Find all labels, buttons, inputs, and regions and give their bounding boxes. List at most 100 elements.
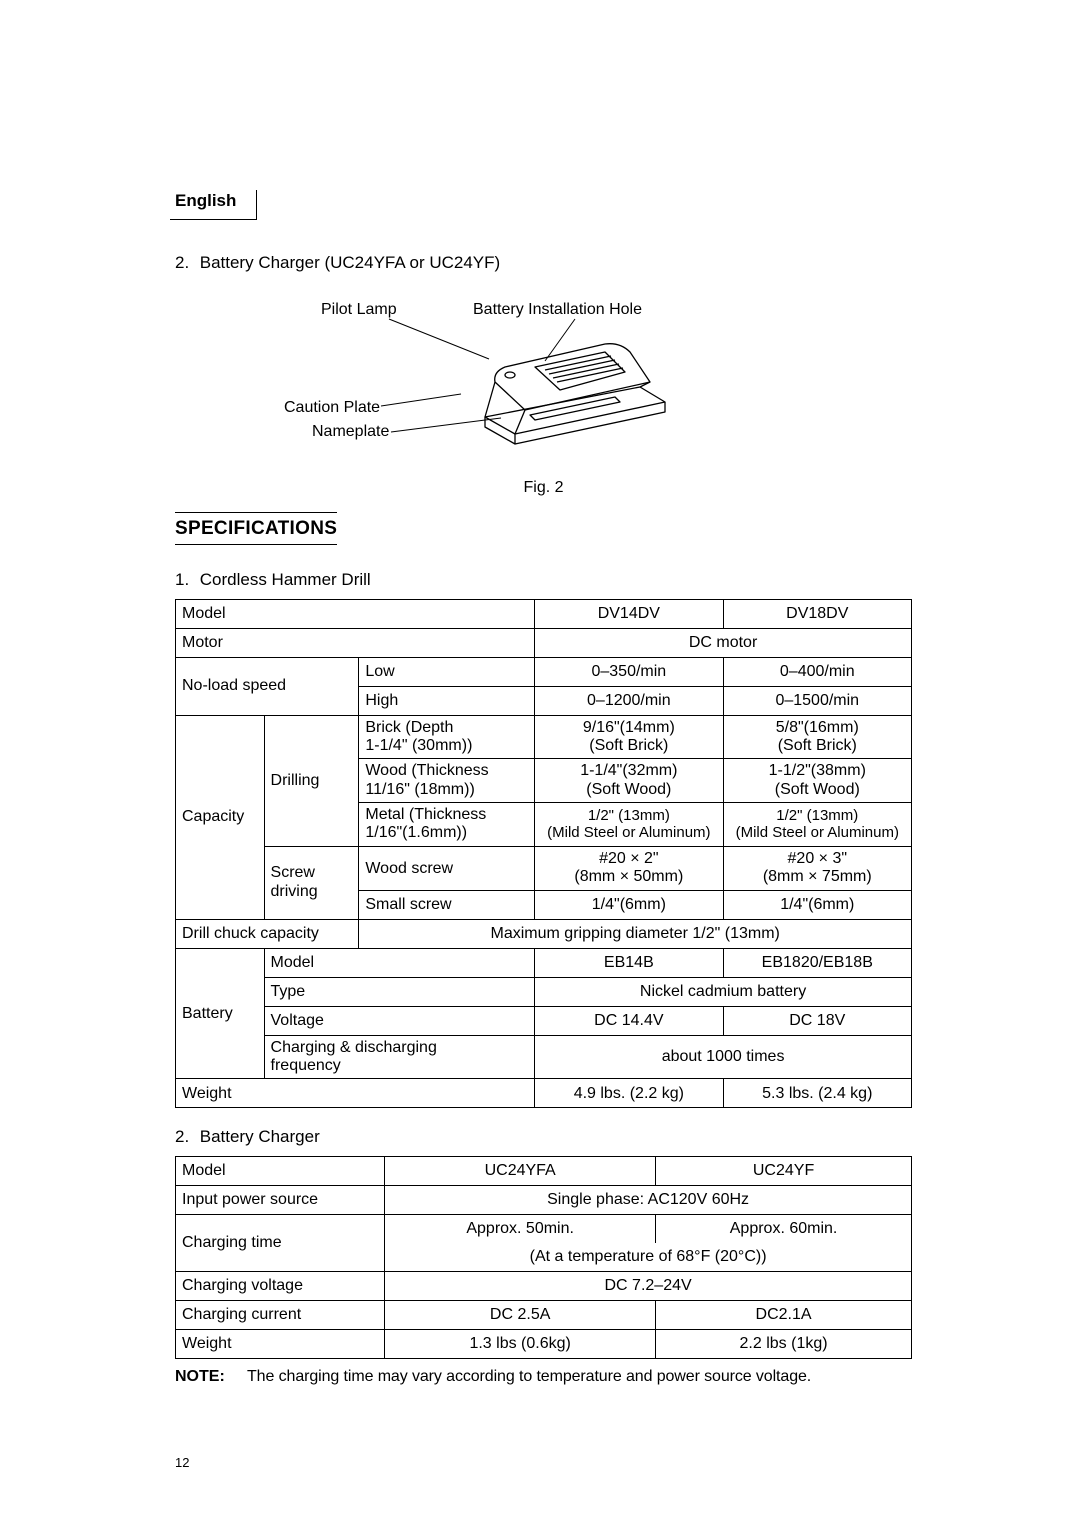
t: 1-1/4" (30mm))	[365, 737, 472, 754]
section-heading-rule: SPECIFICATIONS	[175, 512, 337, 546]
table-row: Voltage DC 14.4V DC 18V	[176, 1006, 912, 1035]
cell-model-label: Model	[176, 599, 535, 628]
t: frequency	[271, 1057, 341, 1074]
cell: #20 × 3"(8mm × 75mm)	[723, 846, 911, 890]
table-row: Weight 1.3 lbs (0.6kg) 2.2 lbs (1kg)	[176, 1329, 912, 1358]
cell: Battery	[176, 948, 265, 1079]
cell: DC2.1A	[656, 1300, 912, 1329]
cell: DV18DV	[723, 599, 911, 628]
cell: EB14B	[535, 948, 723, 977]
cell: Screw driving	[264, 846, 359, 919]
cell: Capacity	[176, 715, 265, 919]
t: (Soft Brick)	[778, 737, 857, 754]
charger-drawing	[465, 322, 685, 452]
cell: Brick (Depth1-1/4" (30mm))	[359, 715, 535, 759]
list-number: 2.	[175, 252, 195, 273]
figure-caption: Fig. 2	[175, 478, 912, 498]
cell: Motor	[176, 628, 535, 657]
cell: DV14DV	[535, 599, 723, 628]
cell: #20 × 2"(8mm × 50mm)	[535, 846, 723, 890]
cell: 0–400/min	[723, 657, 911, 686]
table-row: Input power source Single phase: AC120V …	[176, 1185, 912, 1214]
cell: Approx. 50min.	[385, 1214, 656, 1243]
drill-spec-table: Model DV14DV DV18DV Motor DC motor No-lo…	[175, 599, 912, 1109]
caution-plate-label: Caution Plate	[284, 398, 380, 418]
cell: Wood (Thickness 11/16" (18mm))	[359, 759, 535, 803]
table-row: Model UC24YFA UC24YF	[176, 1156, 912, 1185]
t: (Mild Steel or Aluminum)	[547, 824, 710, 841]
cell: Charging & dischargingfrequency	[264, 1035, 535, 1079]
language-label: English	[170, 191, 236, 210]
table-row: Charging & dischargingfrequency about 10…	[176, 1035, 912, 1079]
cell: UC24YF	[656, 1156, 912, 1185]
cell: 0–1200/min	[535, 686, 723, 715]
cell: UC24YFA	[385, 1156, 656, 1185]
cell: Maximum gripping diameter 1/2" (13mm)	[359, 919, 912, 948]
t: #20 × 3"	[788, 850, 848, 867]
cell: 4.9 lbs. (2.2 kg)	[535, 1079, 723, 1108]
note-label: NOTE:	[175, 1367, 247, 1387]
cell: 1/2" (13mm)(Mild Steel or Aluminum)	[535, 803, 723, 847]
t: 5/8"(16mm)	[776, 719, 859, 736]
t: Wood (Thickness	[365, 762, 488, 779]
list-text: Battery Charger (UC24YFA or UC24YF)	[200, 253, 500, 272]
cell: Charging voltage	[176, 1271, 385, 1300]
cell: Model	[264, 948, 535, 977]
section-heading: SPECIFICATIONS	[175, 518, 337, 539]
cell: Approx. 60min.	[656, 1214, 912, 1243]
cell: Voltage	[264, 1006, 535, 1035]
t: (8mm × 50mm)	[574, 868, 683, 885]
cell: 1-1/4"(32mm)(Soft Wood)	[535, 759, 723, 803]
cell: Low	[359, 657, 535, 686]
leader-line	[389, 319, 390, 320]
cell: 2.2 lbs (1kg)	[656, 1329, 912, 1358]
page: English 2. Battery Charger (UC24YFA or U…	[0, 0, 1080, 1528]
cell: 5.3 lbs. (2.4 kg)	[723, 1079, 911, 1108]
t: (Mild Steel or Aluminum)	[736, 824, 899, 841]
table-row: Capacity Drilling Brick (Depth1-1/4" (30…	[176, 715, 912, 759]
table-row: Type Nickel cadmium battery	[176, 977, 912, 1006]
cell: Drilling	[264, 715, 359, 846]
cell: 1.3 lbs (0.6kg)	[385, 1329, 656, 1358]
cell: about 1000 times	[535, 1035, 912, 1079]
charger-spec-table: Model UC24YFA UC24YF Input power source …	[175, 1156, 912, 1359]
cell: No-load speed	[176, 657, 359, 715]
charger-spec-heading: 2. Battery Charger	[175, 1126, 912, 1147]
t: (Soft Brick)	[589, 737, 668, 754]
table-row: Charging voltage DC 7.2–24V	[176, 1271, 912, 1300]
cell: Drill chuck capacity	[176, 919, 359, 948]
table-row: Charging time Approx. 50min. Approx. 60m…	[176, 1214, 912, 1243]
charger-diagram: Pilot Lamp Battery Installation Hole Cau…	[175, 282, 912, 472]
cell: Type	[264, 977, 535, 1006]
cell: Weight	[176, 1329, 385, 1358]
t: Brick (Depth	[365, 719, 453, 736]
t: Screw	[271, 864, 315, 881]
cell: Weight	[176, 1079, 535, 1108]
cell: 9/16"(14mm)(Soft Brick)	[535, 715, 723, 759]
t: (Soft Wood)	[775, 781, 860, 798]
note-text: The charging time may vary according to …	[247, 1367, 912, 1387]
t: 9/16"(14mm)	[583, 719, 675, 736]
cell: Metal (Thickness1/16"(1.6mm))	[359, 803, 535, 847]
cell: Charging current	[176, 1300, 385, 1329]
list-text: Battery Charger	[200, 1127, 320, 1146]
table-row: Motor DC motor	[176, 628, 912, 657]
t: #20 × 2"	[599, 850, 659, 867]
t: 11/16" (18mm))	[365, 781, 474, 798]
t: 1-1/2"(38mm)	[769, 762, 866, 779]
table-row: Model DV14DV DV18DV	[176, 599, 912, 628]
t: Metal (Thickness	[365, 806, 486, 823]
list-number: 2.	[175, 1126, 195, 1147]
charger-section-heading: 2. Battery Charger (UC24YFA or UC24YF)	[175, 252, 912, 273]
list-text: Cordless Hammer Drill	[200, 570, 371, 589]
drill-spec-heading: 1. Cordless Hammer Drill	[175, 569, 912, 590]
t: 1/2" (13mm)	[588, 807, 670, 824]
note: NOTE: The charging time may vary accordi…	[175, 1367, 912, 1387]
table-row: Screwdriving Wood screw #20 × 2"(8mm × 5…	[176, 846, 912, 890]
cell: DC motor	[535, 628, 912, 657]
cell: Input power source	[176, 1185, 385, 1214]
t: driving	[271, 883, 318, 900]
cell: DC 2.5A	[385, 1300, 656, 1329]
t: (8mm × 75mm)	[763, 868, 872, 885]
cell: Wood screw	[359, 846, 535, 890]
